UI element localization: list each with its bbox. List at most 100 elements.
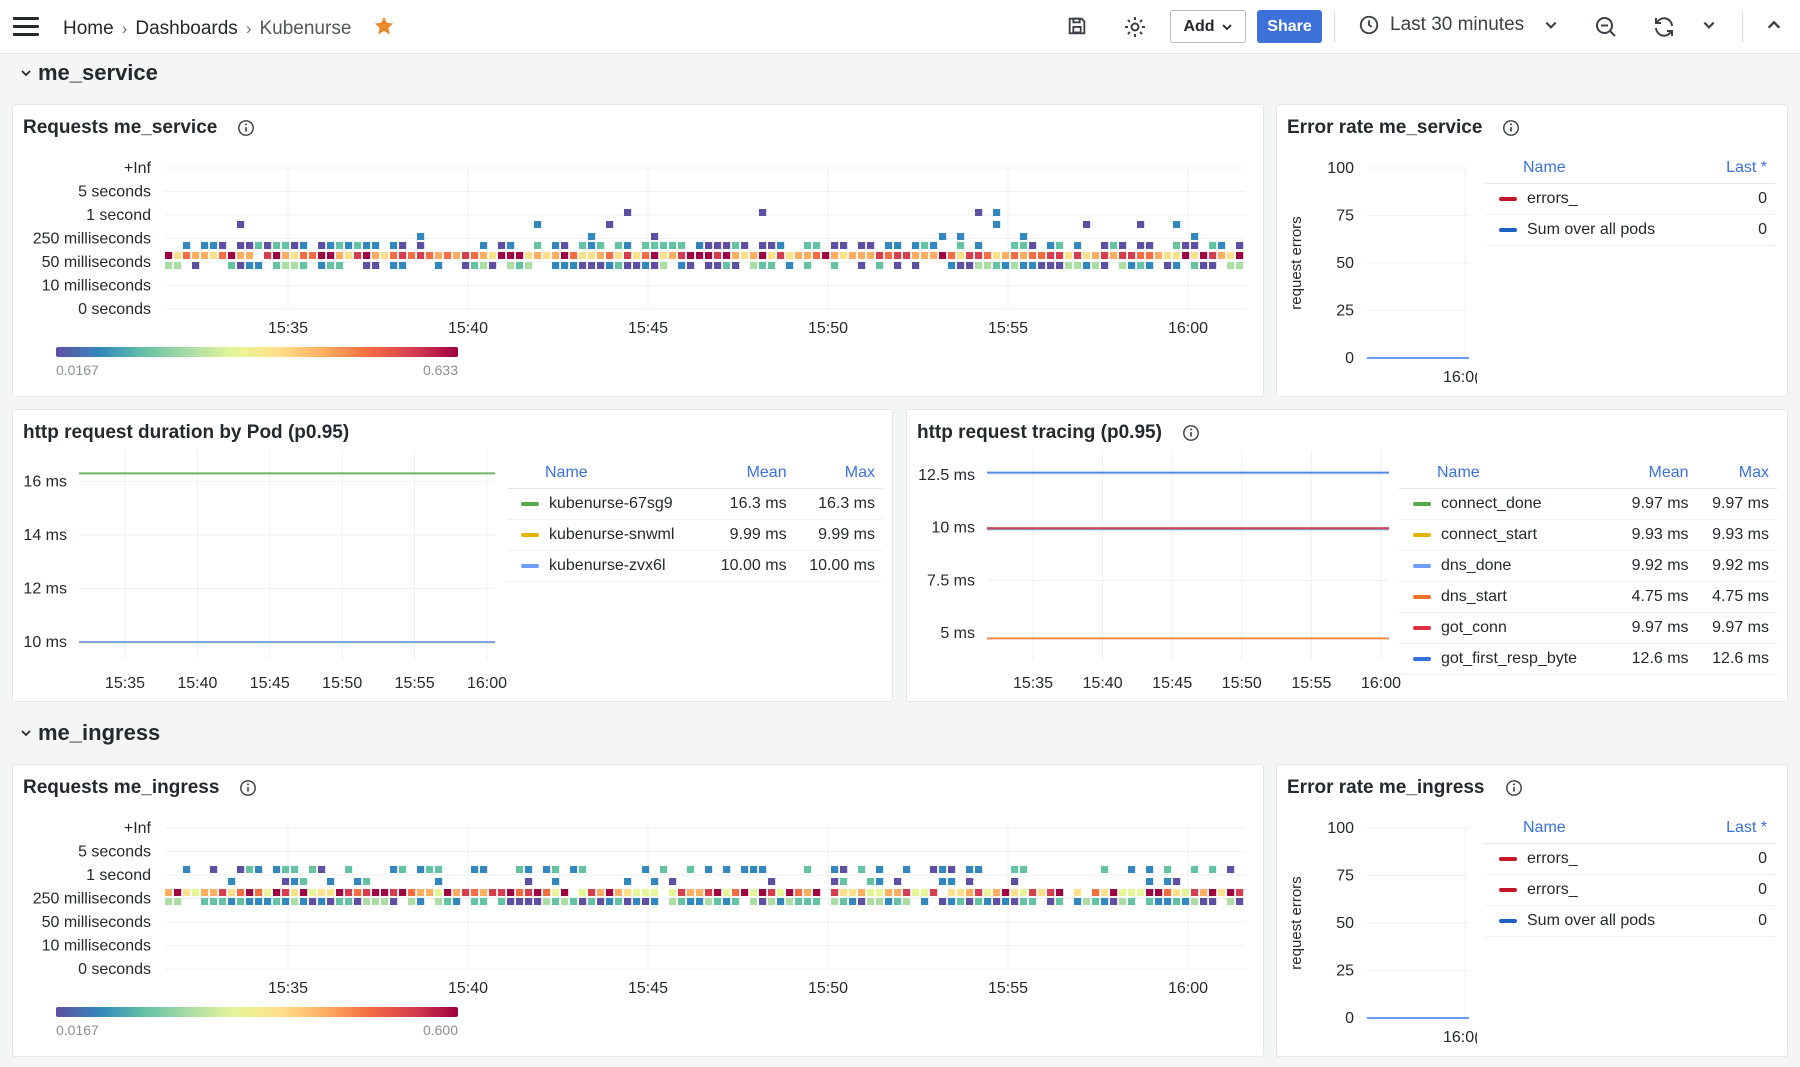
legend-row[interactable]: dns_start 4.75 ms 4.75 ms	[1399, 581, 1777, 613]
legend-header-max[interactable]: Max	[1696, 458, 1777, 489]
legend-header-mean[interactable]: Mean	[1616, 458, 1697, 489]
collapse-chevron-up-icon[interactable]	[1766, 17, 1782, 33]
heatmap-cell	[1155, 252, 1163, 259]
refresh-interval-chevron-icon[interactable]	[1702, 18, 1716, 32]
refresh-icon[interactable]	[1652, 15, 1676, 39]
heatmap-cell	[1074, 242, 1082, 249]
y-axis-tick-label: 100	[1327, 160, 1354, 177]
legend-header-last[interactable]: Last *	[1708, 813, 1775, 844]
heatmap-cell	[786, 262, 794, 269]
legend-color-swatch	[1413, 563, 1431, 568]
legend-row[interactable]: errors_ 0	[1485, 874, 1775, 906]
heatmap-cell	[606, 898, 614, 905]
zoom-out-icon[interactable]	[1594, 15, 1618, 39]
heatmap-cell	[957, 242, 965, 249]
heatmap-cell	[615, 262, 623, 269]
breadcrumb-home[interactable]: Home	[63, 17, 114, 39]
legend-row[interactable]: Sum over all pods 0	[1485, 905, 1775, 937]
legend-row[interactable]: errors_ 0	[1485, 183, 1775, 215]
panel-requests-me-ingress[interactable]: Requests me_ingress +Inf 5 seconds 1 secon…	[12, 764, 1264, 1057]
heatmap-cell	[876, 252, 884, 259]
legend-row[interactable]: connect_done 9.97 ms 9.97 ms	[1399, 488, 1777, 520]
legend-row[interactable]: kubenurse-zvx6l 10.00 ms 10.00 ms	[507, 550, 883, 582]
panel-http-request-tracing[interactable]: http request tracing (p0.95) 5 ms 7.5 ms 1…	[906, 409, 1788, 702]
legend-row[interactable]: errors_ 0	[1485, 843, 1775, 875]
heatmap-cell	[246, 898, 254, 905]
star-icon[interactable]	[373, 15, 395, 42]
heatmap-cell	[687, 252, 695, 259]
legend-header-name[interactable]: Name	[1485, 153, 1709, 184]
info-icon[interactable]	[239, 779, 257, 797]
info-icon[interactable]	[237, 119, 255, 137]
heatmap-cell	[1101, 866, 1109, 873]
save-icon[interactable]	[1066, 15, 1088, 37]
row-header-me-service[interactable]: me_service	[20, 60, 158, 86]
legend-header-mean[interactable]: Mean	[706, 458, 795, 489]
legend-header-name[interactable]: Name	[507, 458, 707, 489]
heatmap-cell	[588, 233, 596, 240]
legend-series-name: errors_	[1527, 190, 1578, 207]
legend-row[interactable]: got_conn 9.97 ms 9.97 ms	[1399, 612, 1777, 644]
legend-header-name[interactable]: Name	[1485, 813, 1709, 844]
y-axis-tick-label: 100	[1327, 820, 1354, 837]
y-axis-tick-label: 7.5 ms	[927, 572, 975, 589]
heatmap-cell	[345, 898, 353, 905]
row-header-me-ingress[interactable]: me_ingress	[20, 720, 160, 746]
heatmap-cell	[1029, 898, 1037, 905]
legend-row[interactable]: got_first_resp_byte 12.6 ms 12.6 ms	[1399, 643, 1777, 675]
info-icon[interactable]	[1502, 119, 1520, 137]
heatmap-cell	[660, 262, 668, 269]
heatmap-cell	[318, 252, 326, 259]
legend-header-name[interactable]: Name	[1399, 458, 1617, 489]
add-button[interactable]: Add	[1170, 10, 1246, 43]
heatmap-cell	[543, 898, 551, 905]
legend-row[interactable]: kubenurse-snwml 9.99 ms 9.99 ms	[507, 519, 883, 551]
heatmap-cell	[1038, 889, 1046, 896]
heatmap-cell	[480, 898, 488, 905]
color-scale-max: 0.600	[423, 1022, 458, 1038]
heatmap-cell	[300, 262, 308, 269]
info-icon[interactable]	[1182, 424, 1200, 442]
heatmap-cell	[1083, 262, 1091, 269]
legend-header-max[interactable]: Max	[794, 458, 883, 489]
heatmap-cell	[255, 866, 263, 873]
heatmap-cell	[174, 252, 182, 259]
breadcrumb-dashboards[interactable]: Dashboards	[135, 17, 238, 39]
heatmap-cell	[1101, 262, 1109, 269]
heatmap-cell	[300, 889, 308, 896]
legend-value-mean: 9.93 ms	[1616, 519, 1697, 551]
menu-icon[interactable]	[12, 14, 40, 38]
share-button[interactable]: Share	[1257, 10, 1322, 43]
y-axis-tick-label: 1 second	[86, 207, 151, 224]
heatmap-cell	[948, 252, 956, 259]
heatmap-cell	[831, 262, 839, 269]
y-axis-tick-label: 0 seconds	[78, 961, 151, 978]
heatmap-cell	[300, 242, 308, 249]
heatmap-cell	[300, 878, 308, 885]
heatmap-cell	[246, 252, 254, 259]
legend-row[interactable]: dns_done 9.92 ms 9.92 ms	[1399, 550, 1777, 582]
heatmap-cell	[507, 242, 515, 249]
legend-header-last[interactable]: Last *	[1708, 153, 1775, 184]
heatmap-cell	[642, 262, 650, 269]
panel-error-rate-me-ingress[interactable]: Error rate me_ingress 100 75 50 25 0 16:0(req…	[1276, 764, 1788, 1057]
heatmap-cell	[1173, 221, 1181, 228]
panel-http-request-duration[interactable]: http request duration by Pod (p0.95) 10 …	[12, 409, 893, 702]
heatmap-cell	[678, 889, 686, 896]
panel-requests-me-service[interactable]: Requests me_service +Inf 5 seconds 1 secon…	[12, 104, 1264, 397]
heatmap-cell	[489, 252, 497, 259]
x-axis-tick-label: 15:40	[1083, 675, 1123, 692]
heatmap-cell	[975, 889, 983, 896]
legend-row[interactable]: Sum over all pods 0	[1485, 214, 1775, 246]
legend-row[interactable]: connect_start 9.93 ms 9.93 ms	[1399, 519, 1777, 551]
heatmap-cell	[831, 898, 839, 905]
panel-error-rate-me-service[interactable]: Error rate me_service 100 75 50 25 0 16:0(req…	[1276, 104, 1788, 397]
time-range-picker[interactable]: Last 30 minutes	[1358, 14, 1558, 36]
x-axis-tick-label: 15:50	[1222, 675, 1262, 692]
info-icon[interactable]	[1505, 779, 1523, 797]
heatmap-cell	[687, 898, 695, 905]
heatmap-cell	[471, 889, 479, 896]
heatmap-cell	[390, 262, 398, 269]
gear-icon[interactable]	[1123, 15, 1147, 39]
legend-row[interactable]: kubenurse-67sg9 16.3 ms 16.3 ms	[507, 488, 883, 520]
